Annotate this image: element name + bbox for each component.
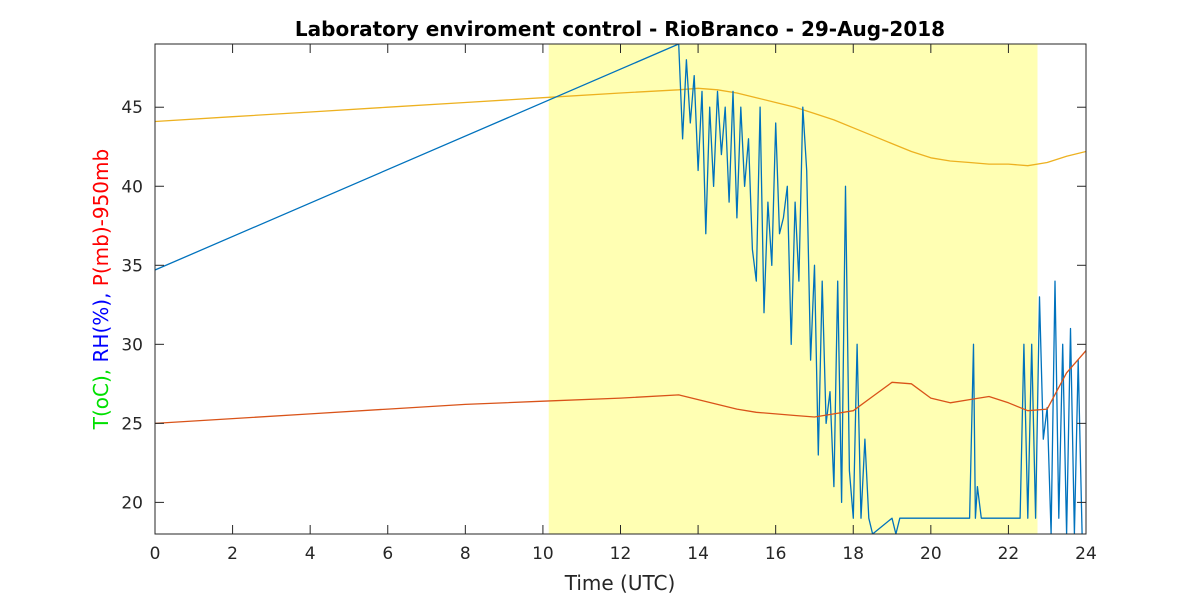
series-line-humidity [155,44,1083,534]
x-tick-label: 2 [227,544,238,564]
y-tick-label: 40 [121,177,143,197]
y-label-temperature: T(oC), [89,369,113,430]
x-tick-label: 20 [920,544,942,564]
series-line-temperature [155,87,1086,167]
x-tick-label: 0 [150,544,161,564]
x-axis-label: Time (UTC) [564,571,676,595]
x-tick-label: 6 [382,544,393,564]
x-tick-label: 16 [765,544,787,564]
x-tick-label: 18 [842,544,864,564]
y-tick-label: 30 [121,335,143,355]
y-label-humidity: RH(%), [89,293,113,363]
x-tick-label: 4 [305,544,316,564]
series-layer [155,44,1086,534]
y-tick-label: 25 [121,414,143,434]
chart-title: Laboratory enviroment control - RioBranc… [295,17,945,41]
y-tick-label: 20 [121,493,143,513]
series-line-pressure [155,350,1086,425]
x-tick-label: 12 [610,544,632,564]
y-label-pressure: P(mb)-950mb [89,149,113,286]
x-tick-label: 22 [998,544,1020,564]
y-axis-label: T(oC), RH(%), P(mb)-950mb [89,149,113,430]
y-tick-label: 35 [121,256,143,276]
x-tick-label: 8 [460,544,471,564]
x-tick-label: 24 [1075,544,1097,564]
y-tick-label: 45 [121,98,143,118]
x-tick-label: 10 [532,544,554,564]
x-tick-label: 14 [687,544,709,564]
